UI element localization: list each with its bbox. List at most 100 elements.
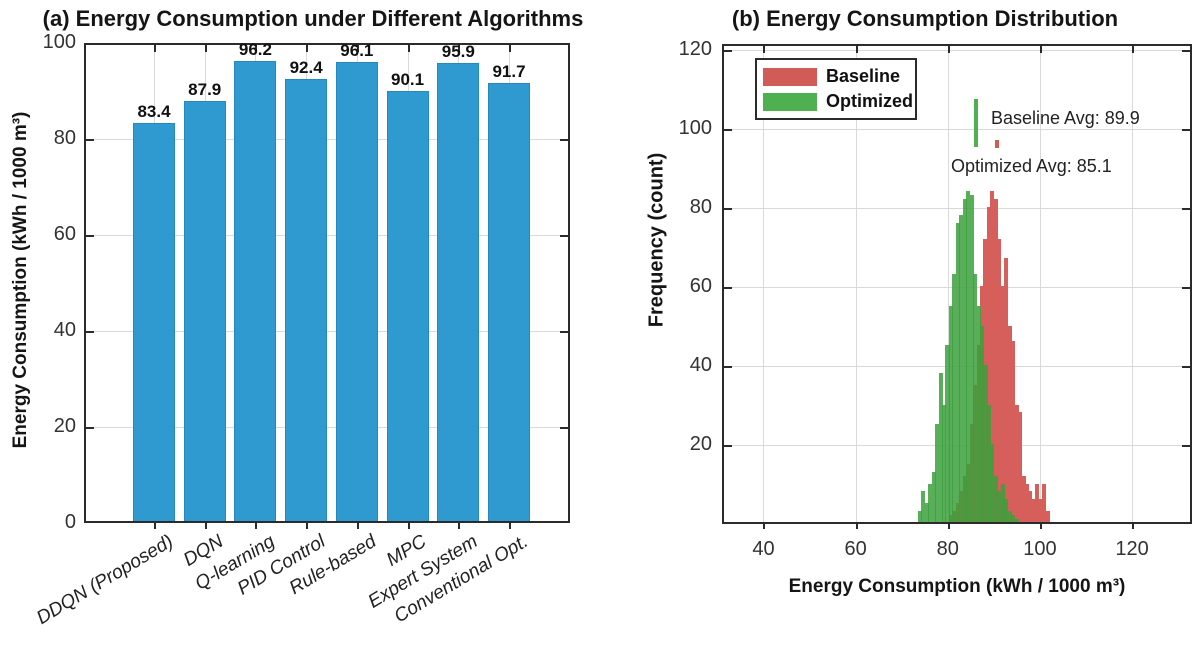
ytick-a-r-60 [560, 235, 568, 237]
hist-bin-optimized-21 [990, 444, 995, 523]
ytick-b-80 [724, 208, 732, 210]
hist-bin-optimized-2 [924, 503, 929, 523]
xtick-label-b-40: 40 [752, 538, 775, 560]
xtick-bottom-0 [154, 523, 156, 529]
bar-7 [487, 82, 530, 523]
ytick-label-a-0: 0 [64, 511, 76, 533]
hist-bin-optimized-12 [959, 214, 964, 523]
hist-bin-baseline-25 [1035, 483, 1040, 523]
optimized-avg-line [974, 99, 979, 147]
hist-bin-optimized-17 [976, 305, 981, 523]
xtick-top-4 [356, 45, 359, 52]
legend-entry-baseline: Baseline [763, 66, 909, 87]
bar-value-label-2: 96.2 [238, 40, 272, 60]
ytick-b-100 [724, 129, 732, 131]
xtick-top-3 [306, 45, 309, 52]
hist-bin-optimized-27 [1011, 515, 1016, 523]
bar-3 [285, 79, 328, 523]
ytick-b-r-40 [1182, 366, 1190, 368]
gridline-b-y-80 [724, 208, 1190, 209]
category-label-0: DDQN (Proposed) [32, 531, 177, 629]
ytick-b-r-120 [1182, 50, 1190, 52]
xtick-label-b-120: 120 [1115, 538, 1149, 560]
xtick-b-top-40 [763, 46, 766, 53]
ytick-a-r-20 [560, 427, 568, 429]
hist-bin-optimized-15 [969, 195, 974, 523]
xtick-b-bottom-120 [1132, 523, 1135, 529]
optimized-avg-annotation: Optimized Avg: 85.1 [951, 156, 1112, 176]
ytick-label-b-20: 20 [689, 433, 712, 455]
xtick-top-6 [458, 45, 461, 52]
ytick-label-a-80: 80 [53, 127, 76, 149]
hist-bin-optimized-7 [942, 404, 947, 523]
hist-bin-baseline-15 [1000, 286, 1005, 523]
ytick-label-b-80: 80 [689, 196, 712, 218]
hist-bin-optimized-5 [935, 424, 940, 523]
bar-value-label-1: 87.9 [188, 80, 222, 100]
bar-6 [437, 62, 480, 523]
bar-5 [386, 90, 429, 523]
ytick-b-r-100 [1182, 129, 1190, 131]
ytick-b-20 [724, 445, 732, 447]
bar-1 [183, 101, 226, 523]
hist-bin-optimized-10 [952, 274, 957, 523]
legend-box: Baseline Optimized [755, 58, 917, 120]
hist-bin-optimized-25 [1004, 499, 1009, 523]
xtick-bottom-6 [458, 523, 461, 529]
gridline-b-y-120 [724, 50, 1190, 51]
ytick-b-40 [724, 366, 732, 368]
baseline-color-swatch [763, 67, 817, 86]
hist-bin-optimized-23 [997, 491, 1002, 523]
hist-bin-optimized-16 [973, 274, 978, 523]
xtick-bottom-2 [255, 523, 258, 529]
baseline-avg-annotation: Baseline Avg: 89.9 [991, 108, 1140, 128]
xtick-b-bottom-40 [763, 523, 766, 529]
hist-bin-optimized-3 [928, 483, 933, 523]
hist-bin-optimized-26 [1007, 511, 1012, 523]
bar-value-label-3: 92.4 [289, 58, 323, 78]
ytick-a-r-40 [560, 331, 568, 333]
panel-b-title: (b) Energy Consumption Distribution [731, 6, 1119, 31]
xtick-top-0 [154, 45, 156, 52]
gridline-b-x-100 [1039, 46, 1041, 522]
xtick-b-bottom-80 [947, 523, 950, 529]
hist-bin-baseline-19 [1014, 404, 1019, 523]
ytick-b-r-60 [1182, 287, 1190, 289]
xtick-label-b-60: 60 [844, 538, 867, 560]
hist-bin-optimized-6 [938, 372, 943, 523]
bar-value-label-7: 91.7 [492, 61, 526, 81]
hist-bin-optimized-24 [1000, 483, 1005, 523]
ytick-b-120 [724, 50, 732, 52]
xtick-b-top-60 [855, 46, 858, 53]
xtick-b-top-80 [947, 46, 950, 53]
xtick-top-5 [407, 45, 410, 52]
ytick-a-40 [86, 331, 94, 333]
ytick-a-r-100 [560, 43, 568, 45]
gridline-b-x-60 [855, 46, 857, 522]
hist-bin-baseline-16 [1004, 258, 1009, 523]
xtick-bottom-7 [508, 523, 511, 529]
optimized-color-swatch [763, 92, 817, 111]
hist-bin-optimized-18 [980, 325, 985, 523]
bar-value-label-5: 90.1 [391, 69, 425, 89]
ytick-label-a-60: 60 [53, 223, 76, 245]
hist-bin-optimized-9 [948, 305, 953, 523]
ytick-b-60 [724, 287, 732, 289]
ytick-a-80 [86, 139, 94, 141]
xtick-top-1 [204, 45, 207, 52]
gridline-b-y-100 [724, 129, 1190, 130]
xtick-b-top-120 [1132, 46, 1135, 53]
xtick-label-b-80: 80 [936, 538, 959, 560]
bar-0 [133, 122, 175, 523]
hist-bin-optimized-28 [1014, 519, 1019, 523]
xtick-bottom-1 [204, 523, 207, 529]
hist-bin-optimized-4 [931, 471, 936, 523]
gridline-b-x-120 [1132, 46, 1134, 522]
ytick-label-b-40: 40 [689, 354, 712, 376]
hist-bin-baseline-27 [1042, 483, 1047, 523]
hist-bin-baseline-26 [1038, 499, 1043, 523]
hist-bin-baseline-13 [993, 199, 998, 523]
bar-value-label-4: 96.1 [340, 40, 374, 60]
ytick-label-b-60: 60 [689, 275, 712, 297]
ytick-a-100 [86, 43, 94, 45]
